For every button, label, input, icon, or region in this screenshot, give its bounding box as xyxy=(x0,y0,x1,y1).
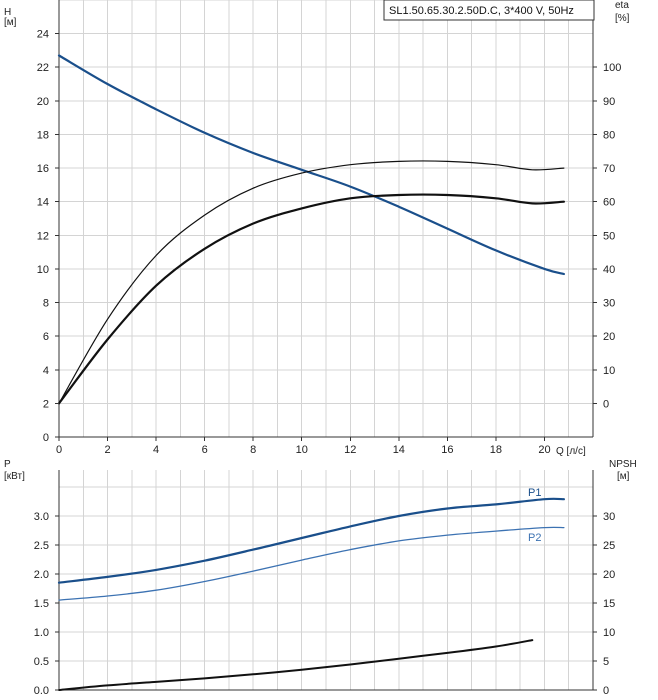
left-tick-label: 2.5 xyxy=(34,540,49,552)
left-tick-label: 16 xyxy=(37,163,49,175)
left-tick-label: 10 xyxy=(37,264,49,276)
x-tick-label: 8 xyxy=(250,444,256,456)
left-tick-label: 0.5 xyxy=(34,656,49,668)
left-tick-label: 3.0 xyxy=(34,511,49,523)
right-tick-label: 10 xyxy=(603,627,615,639)
left-tick-label: 0.0 xyxy=(34,685,49,697)
top-grid xyxy=(58,0,594,438)
left-tick-label: 20 xyxy=(37,96,49,108)
left-tick-label: 18 xyxy=(37,129,49,141)
left-tick-label: 8 xyxy=(43,298,49,310)
x-tick-label: 18 xyxy=(490,444,502,456)
right-tick-label: 0 xyxy=(603,398,609,410)
model-badge xyxy=(383,0,595,21)
x-tick-label: 2 xyxy=(104,444,110,456)
top-left-axis-title: H xyxy=(4,7,11,18)
right-tick-label: 20 xyxy=(603,331,615,343)
left-tick-label: 14 xyxy=(37,197,49,209)
series-line-P2 xyxy=(58,526,565,601)
left-tick-label: 2.0 xyxy=(34,569,49,581)
x-tick-label: 14 xyxy=(393,444,405,456)
right-tick-label: 40 xyxy=(603,264,615,276)
right-tick-label: 10 xyxy=(603,365,615,377)
bottom-left-axis-unit: [кВт] xyxy=(4,471,25,482)
top-axes xyxy=(58,0,594,438)
series-line-P1 xyxy=(57,497,565,584)
top-series-lines xyxy=(57,54,565,405)
x-tick-label: 4 xyxy=(153,444,159,456)
top-right-axis-unit: [%] xyxy=(615,13,630,24)
x-tick-label: 20 xyxy=(538,444,550,456)
x-tick-label: 16 xyxy=(441,444,453,456)
right-tick-label: 0 xyxy=(603,685,609,697)
x-tick-label: 12 xyxy=(344,444,356,456)
left-tick-label: 1.5 xyxy=(34,598,49,610)
left-tick-label: 1.0 xyxy=(34,627,49,639)
bottom-tick-labels: 0.0 0.5 1.0 1.5 2.0 2.5 3.0 0 5 10 15 20 25 30 xyxy=(34,511,616,697)
power-npsh-plot: 0.0 0.5 1.0 1.5 2.0 2.5 3.0 0 5 10 15 20 25 30 xyxy=(34,470,616,697)
series-line-eta-thin xyxy=(58,160,565,404)
bottom-right-axis-unit: [м] xyxy=(617,471,630,482)
left-tick-label: 24 xyxy=(37,29,49,41)
bottom-right-axis-title: NPSH xyxy=(609,459,637,470)
p1-curve-label: P1 xyxy=(528,487,541,499)
right-tick-label: 60 xyxy=(603,197,615,209)
x-tick-label: 0 xyxy=(56,444,62,456)
left-tick-label: 6 xyxy=(43,331,49,343)
right-tick-label: 70 xyxy=(603,163,615,175)
right-tick-label: 100 xyxy=(603,62,621,74)
top-left-axis-unit: [м] xyxy=(4,17,17,28)
model-badge-text: SL1.50.65.30.2.50D.C, 3*400 V, 50Hz xyxy=(389,5,574,17)
top-right-axis-title: eta xyxy=(615,0,629,11)
x-tick-label: 10 xyxy=(296,444,308,456)
right-tick-label: 80 xyxy=(603,129,615,141)
x-axis-title: Q [л/с] xyxy=(556,446,586,457)
right-tick-label: 30 xyxy=(603,511,615,523)
series-line-eta-thick xyxy=(57,193,565,405)
bottom-series-lines xyxy=(57,497,565,691)
right-tick-label: 90 xyxy=(603,96,615,108)
right-tick-label: 25 xyxy=(603,540,615,552)
series-line-head xyxy=(57,54,565,276)
series-line-NPSH xyxy=(58,639,534,691)
left-tick-label: 2 xyxy=(43,398,49,410)
left-tick-label: 22 xyxy=(37,62,49,74)
right-tick-label: 15 xyxy=(603,598,615,610)
bottom-left-axis-title: P xyxy=(4,459,11,470)
x-tick-label: 6 xyxy=(202,444,208,456)
left-tick-label: 4 xyxy=(43,365,49,377)
right-tick-label: 20 xyxy=(603,569,615,581)
head-efficiency-plot: 0246810121416182022240102030405060708090… xyxy=(37,0,622,456)
p2-curve-label: P2 xyxy=(528,532,541,544)
left-tick-label: 12 xyxy=(37,230,49,242)
left-tick-label: 0 xyxy=(43,432,49,444)
bottom-axes xyxy=(58,470,594,691)
top-tick-labels: 0246810121416182022240102030405060708090… xyxy=(37,29,622,456)
right-tick-label: 50 xyxy=(603,230,615,242)
right-tick-label: 30 xyxy=(603,298,615,310)
right-tick-label: 5 xyxy=(603,656,609,668)
